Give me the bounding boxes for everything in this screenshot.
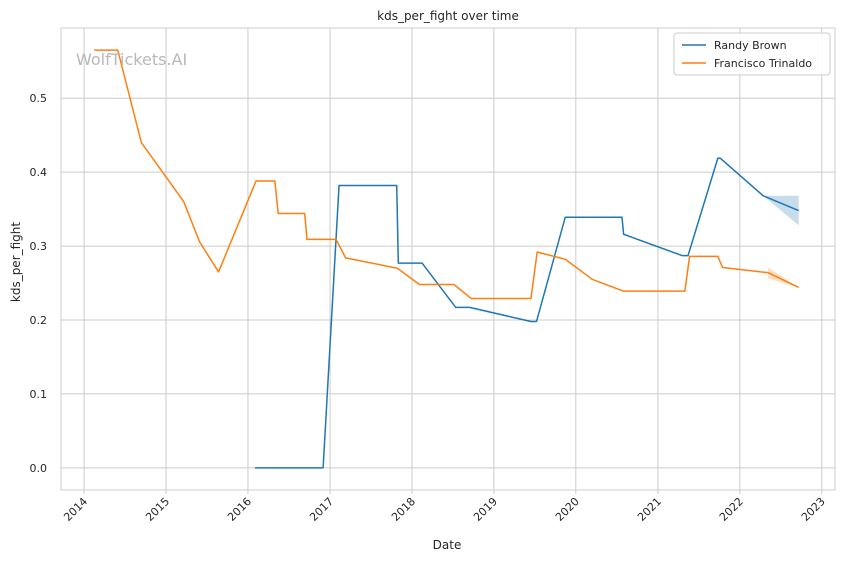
grid	[61, 28, 835, 490]
legend: Randy Brown Francisco Trinaldo	[673, 32, 831, 76]
x-tick-label: 2022	[717, 495, 746, 524]
band-francisco-trinaldo	[768, 267, 799, 288]
x-tick-label: 2019	[471, 495, 500, 524]
legend-label-randy-brown: Randy Brown	[714, 39, 787, 52]
x-axis-ticks: 2014 2015 2016 2017 2018 2019 2020 2021 2022 2023	[61, 490, 828, 524]
x-tick-label: 2017	[307, 495, 336, 524]
x-tick-label: 2014	[61, 495, 90, 524]
legend-label-francisco-trinaldo: Francisco Trinaldo	[714, 57, 812, 70]
series-line-randy-brown	[254, 157, 799, 469]
y-axis-title: kds_per_fight	[9, 222, 23, 303]
series-lines	[94, 49, 799, 469]
watermark: WolfTickets.AI	[76, 50, 187, 69]
band-randy-brown	[763, 195, 799, 226]
y-tick-label: 0.5	[30, 92, 48, 105]
x-tick-label: 2021	[635, 495, 664, 524]
series-line-francisco-trinaldo	[94, 49, 799, 300]
y-tick-label: 0.0	[30, 462, 48, 475]
x-tick-label: 2020	[553, 495, 582, 524]
x-tick-label: 2016	[225, 495, 254, 524]
legend-box	[673, 32, 831, 76]
chart-title: kds_per_fight over time	[377, 9, 519, 23]
y-tick-label: 0.2	[30, 314, 48, 327]
x-tick-label: 2023	[799, 495, 828, 524]
x-axis-title: Date	[433, 538, 462, 552]
y-tick-label: 0.1	[30, 388, 48, 401]
confidence-bands	[763, 195, 799, 288]
x-tick-label: 2015	[143, 495, 172, 524]
plot-frame	[60, 27, 836, 491]
x-tick-label: 2018	[389, 495, 418, 524]
y-axis-ticks: 0.0 0.1 0.2 0.3 0.4 0.5	[30, 92, 48, 475]
y-tick-label: 0.3	[30, 240, 48, 253]
y-tick-label: 0.4	[30, 166, 48, 179]
